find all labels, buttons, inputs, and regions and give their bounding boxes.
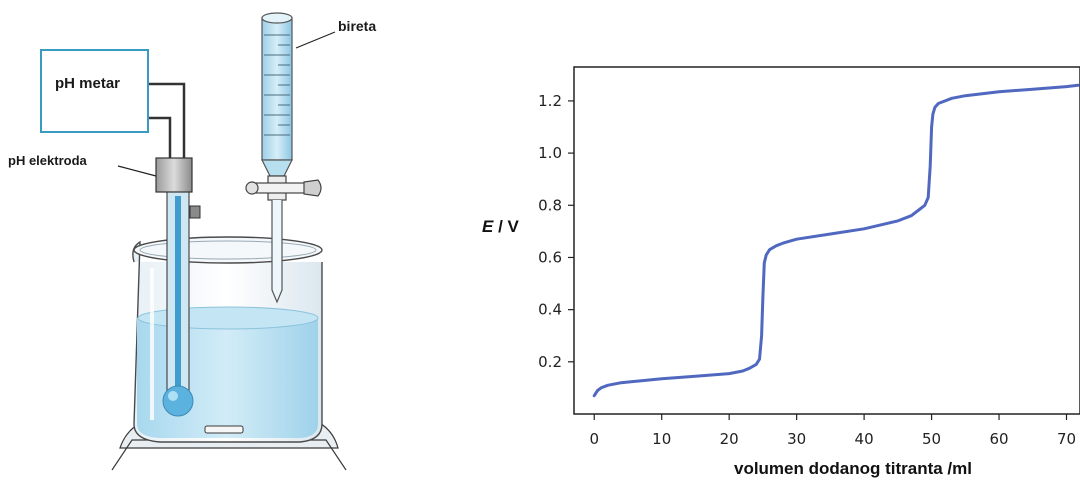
y-axis-symbol: E [482,217,494,236]
burette-label: bireta [338,18,376,34]
y-tick-label: 1.0 [538,144,562,162]
beaker [132,236,323,443]
x-tick-label: 50 [922,430,941,448]
x-tick-label: 40 [855,430,874,448]
y-tick-label: 0.8 [538,196,562,214]
titration-curve-line [592,83,1080,398]
x-tick-label: 70 [1057,430,1076,448]
y-tick-label: 0.4 [538,301,562,319]
ph-meter-label: pH metar [55,75,120,92]
x-tick-label: 30 [787,430,806,448]
y-tick-label: 1.2 [538,92,562,110]
plot-frame [573,66,1080,415]
ph-meter [40,49,149,133]
chart-ticks: 0 10 20 30 40 50 60 70 0.2 0.4 0.6 0.8 1.0 1.2 [538,92,1076,448]
label-leaders [117,31,336,177]
titration-apparatus: pH metar pH elektroda bireta [8,12,376,471]
meter-cables [148,82,186,158]
y-tick-label: 0.2 [538,353,562,371]
y-tick-label: 0.6 [538,248,562,266]
x-tick-label: 10 [652,430,671,448]
ph-electrode [155,157,201,417]
y-axis-unit: / V [493,217,519,236]
burette [245,12,322,304]
x-tick-label: 60 [989,430,1008,448]
x-tick-label: 0 [589,430,599,448]
titration-curve-chart: 0 10 20 30 40 50 60 700.20.40.60.81.01.2 E / V … [482,66,1080,478]
y-axis-label: E / V [482,217,520,236]
x-axis-label: volumen dodanog titranta /ml [734,459,972,478]
ph-electrode-label: pH elektroda [8,153,88,168]
x-tick-label: 20 [720,430,739,448]
